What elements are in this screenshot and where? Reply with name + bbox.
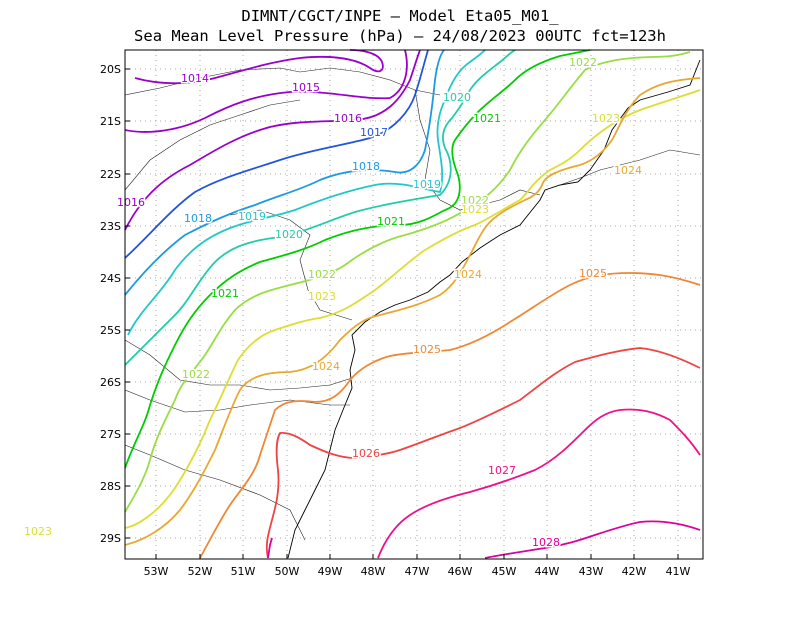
isobar-label: 1028 [532, 536, 560, 549]
lon-label: 45W [492, 565, 517, 578]
chart-title-line-2: Sea Mean Level Pressure (hPa) – 24/08/20… [134, 27, 666, 45]
isobar-label: 1022 [308, 268, 336, 281]
isobar-label: 1023 [592, 112, 620, 125]
isobar-label: 1021 [473, 112, 501, 125]
lon-label: 44W [535, 565, 560, 578]
isobar-label: 1018 [184, 212, 212, 225]
lon-label: 41W [666, 565, 691, 578]
lat-label: 23S [100, 220, 121, 233]
map-frame [124, 49, 704, 560]
isobar-label: 1019 [238, 210, 266, 223]
isobar-1020 [124, 49, 516, 366]
lon-label: 46W [448, 565, 473, 578]
isobar-1021 [124, 49, 591, 469]
lat-label: 28S [100, 480, 121, 493]
isobar-1022 [124, 51, 691, 513]
isobar-1017 [124, 49, 429, 259]
lat-label: 20S [100, 63, 121, 76]
isobar-label: 1015 [292, 81, 320, 94]
isobar-1018 [124, 49, 445, 296]
isobar-1027 [377, 408, 701, 559]
lat-label: 29S [100, 532, 121, 545]
isobar-1023 [124, 89, 701, 529]
isobar-1016 [124, 49, 421, 231]
isobar-contours [124, 49, 701, 559]
lat-label: 21S [100, 115, 121, 128]
isobar-label: 1017 [360, 126, 388, 139]
lon-label: 52W [188, 565, 213, 578]
isobar-label: 1020 [443, 91, 471, 104]
isobar-label: 1024 [614, 164, 642, 177]
coastline [287, 59, 701, 559]
isobar-label: 1023 [308, 290, 336, 303]
lon-label: 51W [231, 565, 256, 578]
lat-label: 22S [100, 168, 121, 181]
isobar-1019 [127, 49, 486, 336]
isobar-1015 [124, 49, 408, 133]
isobar-label: 1027 [488, 464, 516, 477]
lon-label: 49W [318, 565, 343, 578]
lon-label: 50W [275, 565, 300, 578]
isobar-label: 1023 [461, 203, 489, 216]
lat-label: 24S [100, 272, 121, 285]
isobar-label: 1024 [454, 268, 482, 281]
isobar-label: 1016 [334, 112, 362, 125]
isobar-label: 1016 [117, 196, 145, 209]
lat-label: 25S [100, 324, 121, 337]
isobar-label: 1014 [181, 72, 209, 85]
isobar-label: 1022 [569, 56, 597, 69]
isobar-1028 [267, 537, 273, 559]
lon-label: 48W [361, 565, 386, 578]
isobar-1028 [484, 520, 701, 559]
lat-lon-grid [125, 50, 703, 559]
lon-label: 53W [144, 565, 169, 578]
isobar-label: 1020 [275, 228, 303, 241]
isobar-label: 1025 [579, 267, 607, 280]
latitude-labels: 20S 21S 22S 23S 24S 25S 26S 27S 28S 29S [100, 63, 130, 545]
lon-label: 43W [579, 565, 604, 578]
state-borders [124, 67, 701, 541]
isobar-label: 1022 [182, 368, 210, 381]
lat-label: 26S [100, 376, 121, 389]
isobar-label: 1026 [352, 447, 380, 460]
isobar-1026 [265, 347, 701, 559]
isobar-1014 [134, 49, 384, 85]
lon-label: 47W [405, 565, 430, 578]
isobar-label: 1022 [461, 194, 489, 207]
isobar-label: 1018 [352, 160, 380, 173]
isobar-label: 1021 [211, 287, 239, 300]
longitude-labels: 53W 52W 51W 50W 49W 48W 47W 46W 45W 44W 43W 42W 41W [144, 554, 691, 578]
isobar-label: 1024 [312, 360, 340, 373]
isobar-label: 1021 [377, 215, 405, 228]
isobar-label: 1023 [24, 525, 52, 538]
isobar-1025 [199, 272, 701, 559]
isobar-label: 1019 [413, 178, 441, 191]
lon-label: 42W [622, 565, 647, 578]
isobar-label: 1025 [413, 343, 441, 356]
chart-title-line-1: DIMNT/CGCT/INPE – Model Eta05_M01_ [241, 7, 559, 25]
isobar-1024 [124, 77, 701, 546]
lat-label: 27S [100, 428, 121, 441]
